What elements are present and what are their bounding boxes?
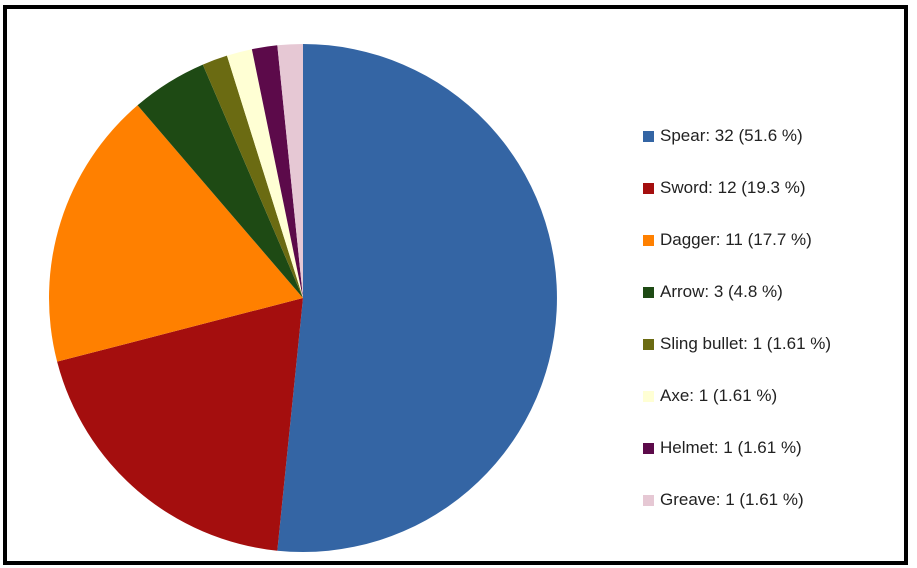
legend-swatch <box>643 494 654 506</box>
legend-label: Sword: 12 (19.3 %) <box>660 178 806 197</box>
legend-item-axe: Axe: 1 (1.61 %) <box>643 386 831 406</box>
legend: Spear: 32 (51.6 %) Sword: 12 (19.3 %) Dagg… <box>643 126 831 542</box>
pie-slice-sling-bullet <box>202 55 303 299</box>
legend-item-greave: Greave: 1 (1.61 %) <box>643 490 831 510</box>
legend-label: Helmet: 1 (1.61 %) <box>660 438 802 457</box>
legend-label: Greave: 1 (1.61 %) <box>660 490 804 509</box>
pie-slice-dagger <box>49 105 303 362</box>
legend-swatch <box>643 390 654 402</box>
legend-swatch <box>643 338 654 350</box>
legend-swatch <box>643 182 654 194</box>
pie-slice-axe <box>226 49 303 299</box>
legend-label: Arrow: 3 (4.8 %) <box>660 282 783 301</box>
legend-item-spear: Spear: 32 (51.6 %) <box>643 126 831 146</box>
pie-slice-spear <box>277 44 557 552</box>
pie-slice-sword <box>57 298 303 551</box>
legend-swatch <box>643 286 654 298</box>
legend-swatch <box>643 234 654 246</box>
legend-label: Dagger: 11 (17.7 %) <box>660 230 812 249</box>
legend-swatch <box>643 442 654 454</box>
legend-item-sword: Sword: 12 (19.3 %) <box>643 178 831 198</box>
legend-item-dagger: Dagger: 11 (17.7 %) <box>643 230 831 250</box>
legend-label: Sling bullet: 1 (1.61 %) <box>660 334 832 353</box>
legend-item-sling-bullet: Sling bullet: 1 (1.61 %) <box>643 334 831 354</box>
chart-frame: Spear: 32 (51.6 %) Sword: 12 (19.3 %) Dagg… <box>3 5 908 565</box>
legend-label: Spear: 32 (51.6 %) <box>660 126 803 145</box>
legend-item-arrow: Arrow: 3 (4.8 %) <box>643 282 831 302</box>
legend-label: Axe: 1 (1.61 %) <box>660 386 778 405</box>
pie-slice-arrow <box>137 64 303 298</box>
pie-slice-greave <box>277 43 303 298</box>
pie-chart <box>49 43 557 552</box>
pie-slice-helmet <box>251 45 303 298</box>
legend-item-helmet: Helmet: 1 (1.61 %) <box>643 438 831 458</box>
legend-swatch <box>643 130 654 142</box>
